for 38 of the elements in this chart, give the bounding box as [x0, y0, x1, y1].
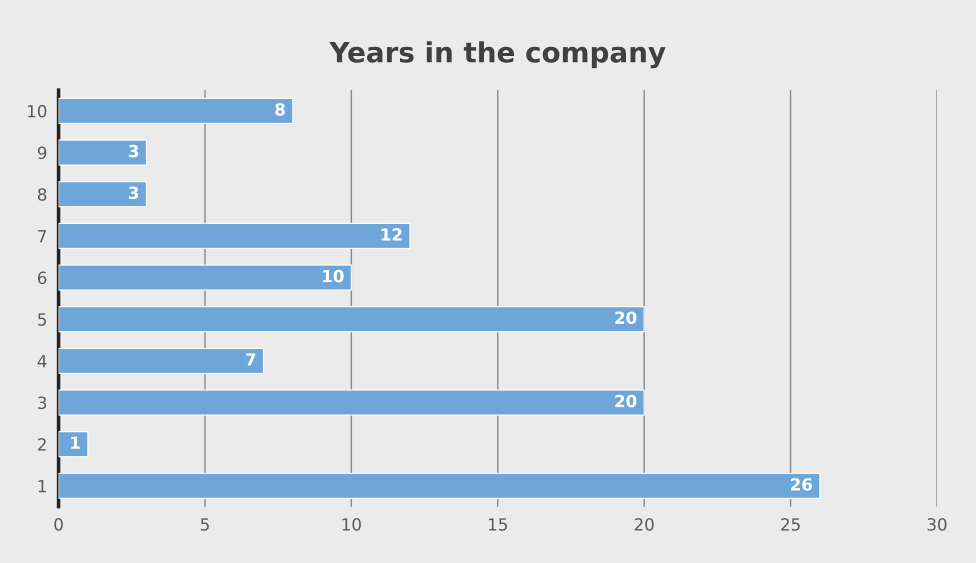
bar — [58, 472, 820, 499]
data-label: 7 — [246, 353, 256, 366]
bar — [58, 140, 147, 166]
y-tick-label: 10 — [28, 104, 46, 118]
data-label: 12 — [382, 228, 402, 240]
chart-title: Years in the company — [329, 41, 666, 68]
bar — [58, 181, 147, 208]
bar — [58, 264, 352, 291]
bar — [58, 222, 410, 249]
y-tick-label: 7 — [38, 230, 46, 242]
x-tick-label: 0 — [54, 518, 63, 531]
data-label: 26 — [791, 478, 812, 491]
x-tick-label: 20 — [634, 518, 654, 531]
y-tick-label: 8 — [38, 188, 46, 201]
x-tick-label: 10 — [342, 518, 361, 531]
y-tick-label: 4 — [38, 355, 47, 368]
y-tick-label: 3 — [38, 396, 46, 410]
data-label: 3 — [128, 186, 138, 200]
bar — [58, 431, 88, 458]
data-label: 8 — [275, 103, 285, 116]
data-label: 20 — [615, 394, 636, 408]
data-label: 3 — [128, 144, 138, 158]
x-tick-label: 15 — [488, 518, 507, 531]
bar — [58, 348, 264, 374]
y-tick-label: 1 — [38, 480, 46, 492]
y-tick-label: 6 — [38, 272, 46, 284]
bar — [58, 98, 294, 124]
x-tick-label: 5 — [200, 518, 209, 531]
bar — [58, 306, 645, 332]
y-tick-label: 2 — [38, 438, 46, 451]
data-label: 20 — [615, 311, 636, 324]
data-label: 1 — [71, 436, 80, 449]
y-tick-label: 5 — [38, 313, 46, 326]
y-tick-label: 9 — [38, 146, 46, 160]
data-label: 10 — [323, 270, 344, 282]
x-tick-label: 30 — [928, 518, 946, 531]
bar — [58, 389, 645, 416]
x-tick-label: 25 — [781, 518, 800, 531]
